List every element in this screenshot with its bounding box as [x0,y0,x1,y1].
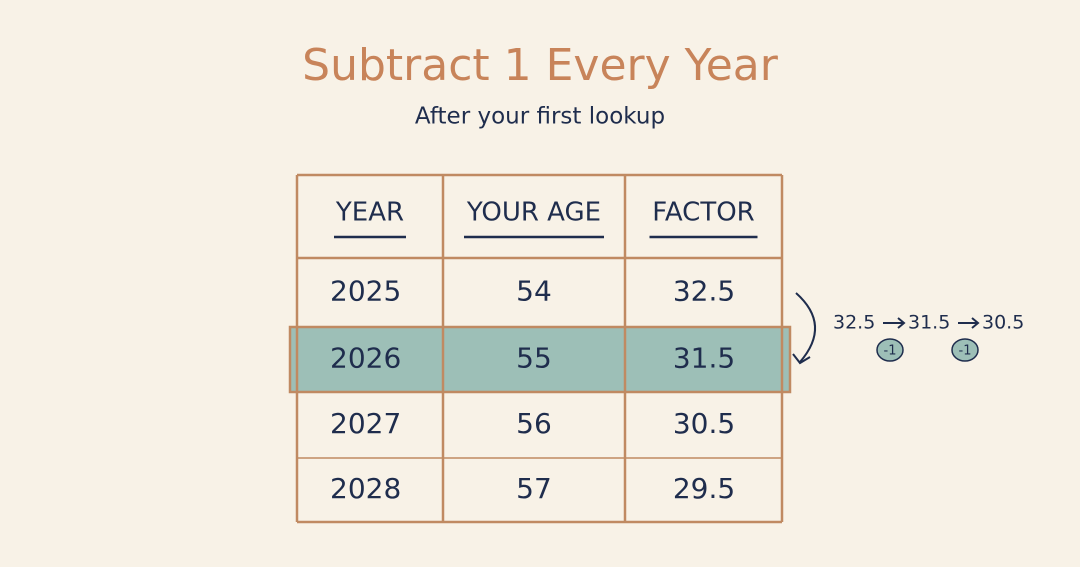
title: Subtract 1 Every Year [302,40,779,91]
column-header: YOUR AGE [466,198,601,228]
arrow-head [792,353,811,365]
sequence-arrow-head [897,317,906,329]
table-cell: 30.5 [673,407,735,440]
sequence-value: 32.5 [833,312,875,334]
table: YEAR YOUR AGE FACTOR 2025 54 32.5 2026 55 31.5 20… [288,173,792,524]
step-label: -1 [959,344,972,359]
sequence-value: 30.5 [982,312,1024,334]
column-header: FACTOR [652,198,754,228]
sequence-arrow-head [971,317,980,329]
table-cell: 54 [516,275,552,308]
subtitle: After your first lookup [415,104,665,130]
curved-arrow [795,292,816,363]
table-cell: 56 [516,407,552,440]
table-cell: 29.5 [673,472,735,505]
table-cell: 2025 [330,275,401,308]
table-cell: 2026 [330,342,401,375]
step-badge [876,338,904,362]
table-cell: 2028 [330,472,401,505]
table-cell: 55 [516,342,552,375]
highlight-row [288,325,792,394]
column-header: YEAR [335,198,404,228]
table-cell: 2027 [330,407,401,440]
sequence-value: 31.5 [908,312,950,334]
table-cell: 31.5 [673,342,735,375]
table-cell: 57 [516,472,552,505]
step-badge [951,338,979,362]
table-cell: 32.5 [673,275,735,308]
step-label: -1 [884,344,897,359]
annotation: 32.5 31.5 30.5 -1 -1 [792,292,1024,365]
